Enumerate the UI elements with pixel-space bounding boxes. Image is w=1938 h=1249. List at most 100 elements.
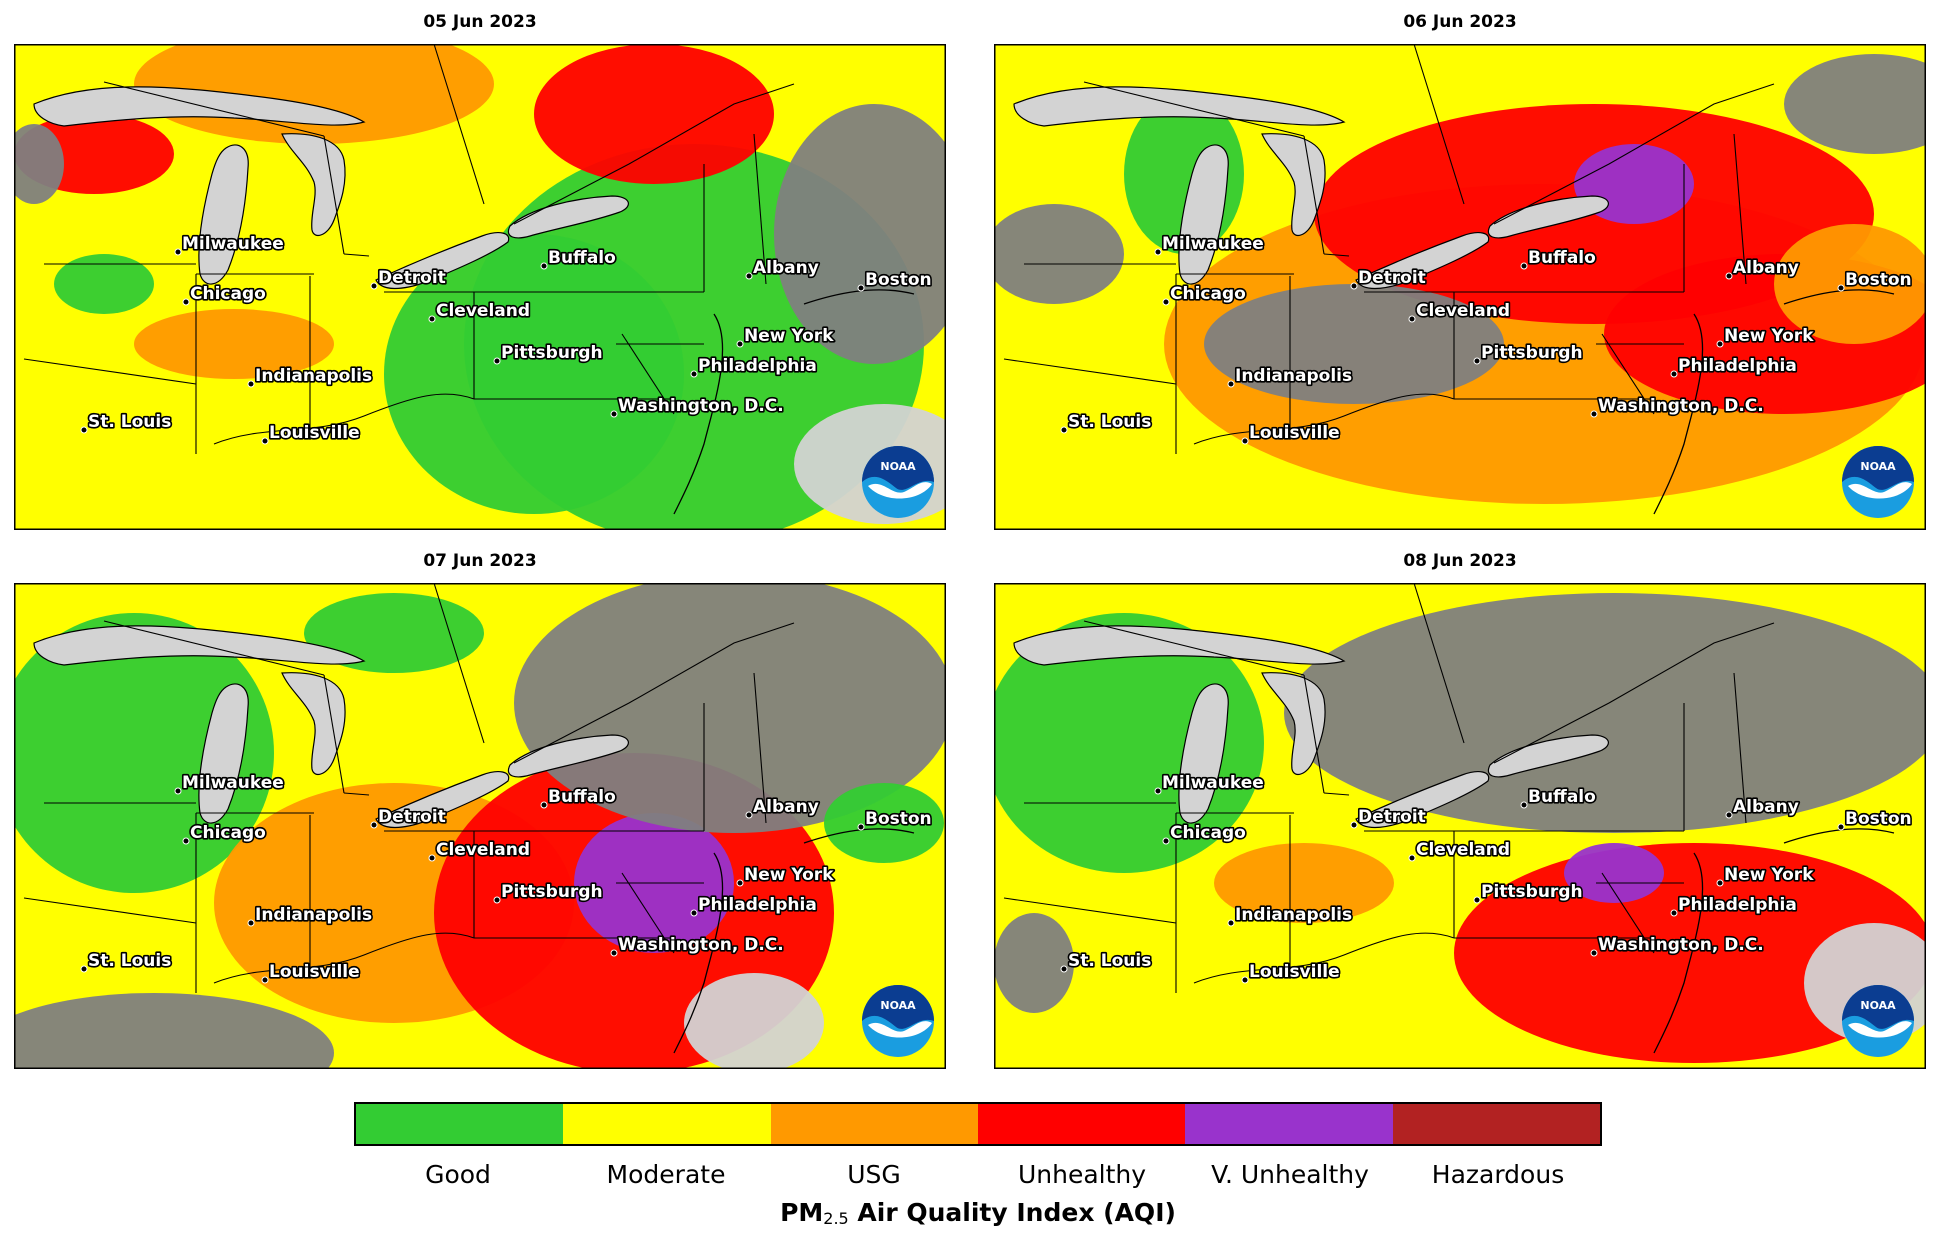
city-dot-buffalo bbox=[540, 801, 548, 809]
lake-michigan bbox=[1178, 144, 1229, 285]
coastline bbox=[1783, 828, 1895, 844]
city-label-pittsburgh: Pittsburgh bbox=[501, 343, 603, 363]
city-label-philadelphia: Philadelphia bbox=[1678, 356, 1797, 376]
noaa-logo-wave bbox=[1848, 1021, 1912, 1038]
city-dot-cleveland bbox=[1408, 854, 1416, 862]
aqi-region-usg bbox=[134, 44, 494, 144]
city-label-philadelphia: Philadelphia bbox=[698, 895, 817, 915]
city-label-boston: Boston bbox=[1845, 809, 1912, 829]
city-label-chicago: Chicago bbox=[1170, 823, 1246, 843]
aqi-region-nodata bbox=[14, 993, 334, 1069]
noaa-logo-top bbox=[1842, 985, 1914, 1029]
aqi-region-good bbox=[54, 254, 154, 314]
state-border bbox=[1003, 897, 1177, 924]
aqi-region-good bbox=[824, 783, 944, 863]
state-borders bbox=[1003, 583, 1775, 993]
city-dot-st-louis bbox=[80, 426, 88, 434]
legend-label-very-unhealthy: V. Unhealthy bbox=[1211, 1160, 1369, 1189]
great-lakes bbox=[1013, 625, 1609, 829]
lake-ontario bbox=[1487, 195, 1609, 239]
map-frame bbox=[994, 44, 1926, 530]
aqi-shading bbox=[14, 583, 946, 1069]
city-label-pittsburgh: Pittsburgh bbox=[501, 882, 603, 902]
coastline bbox=[673, 852, 724, 1054]
colorbar-title-suffix: Air Quality Index (AQI) bbox=[848, 1198, 1176, 1227]
lake-ontario bbox=[1487, 734, 1609, 778]
state-border bbox=[1493, 83, 1775, 225]
aqi-map: Milwaukee Chicago Detroit Cleveland Buffalo A… bbox=[994, 583, 1926, 1069]
city-label-washington-d-c: Washington, D.C. bbox=[618, 396, 784, 416]
aqi-shading bbox=[994, 44, 1926, 530]
legend-label-unhealthy: Unhealthy bbox=[1017, 1160, 1147, 1189]
state-border bbox=[1303, 674, 1325, 794]
lake-erie bbox=[1355, 771, 1490, 829]
lake-huron bbox=[1261, 672, 1326, 776]
city-label-boston: Boston bbox=[865, 270, 932, 290]
city-dot-new-york bbox=[736, 340, 744, 348]
city-dot-new-york bbox=[1716, 340, 1724, 348]
state-border bbox=[1733, 133, 1747, 285]
city-label-philadelphia: Philadelphia bbox=[698, 356, 817, 376]
city-dot-pittsburgh bbox=[1473, 896, 1481, 904]
city-dot-cleveland bbox=[428, 854, 436, 862]
aqi-shading bbox=[14, 44, 946, 530]
city-label-detroit: Detroit bbox=[378, 268, 446, 288]
state-border bbox=[23, 897, 197, 924]
state-border bbox=[513, 622, 795, 764]
city-label-milwaukee: Milwaukee bbox=[1162, 234, 1264, 254]
state-border bbox=[1193, 932, 1455, 984]
city-dot-detroit bbox=[370, 821, 378, 829]
city-label-st-louis: St. Louis bbox=[88, 412, 171, 432]
city-label-new-york: New York bbox=[1724, 865, 1814, 885]
aqi-region-good bbox=[304, 593, 484, 673]
state-border bbox=[343, 253, 370, 257]
state-border bbox=[103, 620, 325, 676]
city-label-pittsburgh: Pittsburgh bbox=[1481, 343, 1583, 363]
lake-huron bbox=[281, 672, 346, 776]
city-dot-boston bbox=[857, 284, 865, 292]
state-border bbox=[433, 583, 485, 744]
coastline bbox=[803, 828, 915, 844]
city-dot-indianapolis bbox=[1227, 919, 1235, 927]
city-dot-detroit bbox=[370, 282, 378, 290]
city-label-washington-d-c: Washington, D.C. bbox=[1598, 935, 1764, 955]
city-label-philadelphia: Philadelphia bbox=[1678, 895, 1797, 915]
state-border bbox=[323, 674, 345, 794]
city-label-buffalo: Buffalo bbox=[548, 787, 616, 807]
city-dot-pittsburgh bbox=[493, 896, 501, 904]
great-lakes bbox=[33, 86, 629, 290]
aqi-region-nodata bbox=[514, 583, 946, 833]
city-dot-philadelphia bbox=[690, 909, 698, 917]
noaa-logo-top bbox=[862, 985, 934, 1029]
panel-title: 08 Jun 2023 bbox=[1403, 551, 1517, 571]
state-border bbox=[513, 83, 795, 225]
city-label-boston: Boston bbox=[1845, 270, 1912, 290]
noaa-logo-text: NOAA bbox=[880, 460, 916, 473]
state-border bbox=[1323, 792, 1350, 796]
state-border bbox=[1303, 135, 1325, 255]
city-dot-washington-d-c bbox=[1590, 949, 1598, 957]
lake-erie bbox=[375, 771, 510, 829]
city-dot-st-louis bbox=[1060, 965, 1068, 973]
city-label-detroit: Detroit bbox=[1358, 807, 1426, 827]
city-label-milwaukee: Milwaukee bbox=[1162, 773, 1264, 793]
city-markers: Milwaukee Chicago Detroit Cleveland Buffalo A… bbox=[1060, 771, 1913, 984]
city-label-milwaukee: Milwaukee bbox=[182, 234, 284, 254]
lake-michigan bbox=[1178, 683, 1229, 824]
city-label-albany: Albany bbox=[753, 797, 819, 817]
city-dot-louisville bbox=[261, 437, 269, 445]
city-dot-albany bbox=[1725, 811, 1733, 819]
aqi-region-nodata bbox=[1784, 54, 1926, 154]
city-label-buffalo: Buffalo bbox=[548, 248, 616, 268]
city-dot-boston bbox=[1837, 823, 1845, 831]
city-label-washington-d-c: Washington, D.C. bbox=[1598, 396, 1764, 416]
legend-label-hazardous: Hazardous bbox=[1431, 1160, 1565, 1189]
state-border bbox=[1083, 81, 1305, 137]
noaa-logo-top bbox=[862, 446, 934, 490]
legend-labels: Good Moderate USG Unhealthy V. Unhealthy… bbox=[354, 1160, 1602, 1190]
city-label-albany: Albany bbox=[1733, 797, 1799, 817]
state-borders bbox=[23, 583, 795, 993]
city-dot-washington-d-c bbox=[610, 949, 618, 957]
noaa-logo-wave bbox=[1848, 482, 1912, 499]
noaa-logo: NOAA bbox=[862, 446, 934, 518]
